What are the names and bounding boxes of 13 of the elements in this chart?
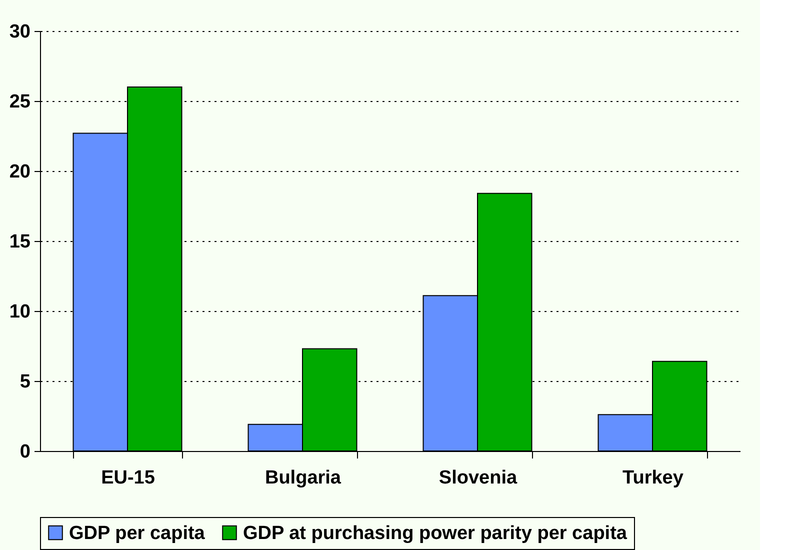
y-tick-label: 25 <box>9 92 31 112</box>
x-tick-label: Turkey <box>622 468 684 488</box>
x-tick-label: EU-15 <box>101 468 156 488</box>
y-tick-label: 15 <box>9 232 31 252</box>
x-tick-label: Bulgaria <box>264 468 342 488</box>
legend-label: GDP at purchasing power parity per capita <box>243 522 628 544</box>
y-tick-label: 10 <box>9 302 30 322</box>
y-tick-label: 30 <box>9 22 30 42</box>
y-tick-label: 20 <box>9 162 30 182</box>
y-tick-label: 5 <box>20 372 31 392</box>
y-tick-label: 0 <box>20 442 30 462</box>
x-tick-label: Slovenia <box>438 468 518 488</box>
legend-label: GDP per capita <box>69 522 206 544</box>
